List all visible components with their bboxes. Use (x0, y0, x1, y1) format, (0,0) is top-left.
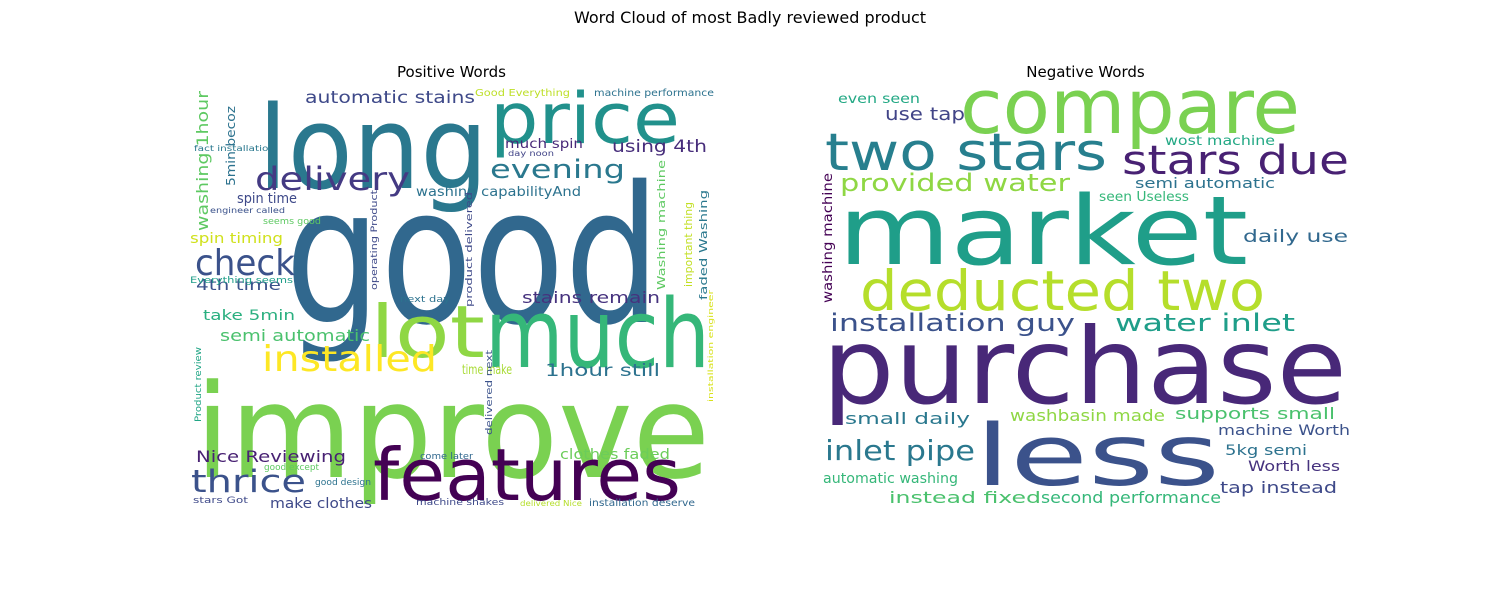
positive-word-delivered-nice: delivered Nice (520, 499, 582, 508)
positive-word-long: long (258, 82, 488, 216)
negative-word-deducted-two: deducted two (860, 259, 1265, 323)
negative-word-seen-useless: seen Useless (1099, 190, 1189, 205)
negative-word-compare: compare (960, 62, 1300, 151)
positive-word-fact-installation: fact installation (194, 144, 275, 153)
positive-word-clothes-faded: clothes faded (560, 447, 670, 463)
negative-word-use-tap: use tap (885, 104, 965, 125)
negative-word-even-seen: even seen (838, 92, 920, 107)
negative-word-second-performance: second performance (1041, 488, 1221, 507)
positive-word-make-clothes: make clothes (270, 496, 372, 512)
positive-word-machine-performance: machine performance (594, 88, 714, 99)
positive-word-4th-time: 4th time (196, 276, 281, 294)
negative-word-tap-instead: tap instead (1220, 478, 1337, 497)
positive-word-improve: improve (195, 356, 710, 508)
positive-word-good-except: good except (264, 463, 319, 473)
positive-word-spin-timing: spin timing (190, 231, 283, 247)
positive-word-next-day: next day (400, 295, 451, 305)
positive-word-seems-good: seems good (263, 217, 321, 227)
positive-word-stars-got: stars Got (193, 496, 249, 506)
negative-word-machine-worth: machine Worth (1218, 423, 1350, 439)
negative-word-washbasin-made: washbasin made (1010, 406, 1165, 425)
positive-word-faded-washing: faded Washing (697, 190, 710, 300)
positive-word-product-review: Product review (194, 347, 204, 422)
positive-word-washing-1hour: washing 1hour (193, 91, 212, 231)
positive-word-5min-becoz: 5min becoz (224, 106, 238, 186)
figure-title: Word Cloud of most Badly reviewed produc… (573, 8, 927, 27)
positive-word-cloud: goodimprovelongmuchpricefeatureslotinsta… (190, 78, 715, 517)
positive-word-good-design: good design (315, 478, 371, 488)
positive-word-time-make: time make (462, 363, 512, 378)
positive-word-product-delivered: product delivered (465, 192, 475, 307)
positive-word-washing-capabilityand: washing capabilityAnd (416, 185, 581, 200)
positive-word-evening: evening (490, 155, 625, 185)
positive-word-price: price (490, 78, 680, 160)
positive-word-features: features (373, 433, 681, 517)
positive-word-machine-shakes: machine shakes (416, 498, 504, 508)
negative-word-stars-due: stars due (1122, 138, 1349, 184)
negative-word-supports-small: supports small (1175, 404, 1335, 423)
negative-word-semi-automatic: semi automatic (1135, 176, 1275, 192)
negative-word-water-inlet: water inlet (1115, 309, 1295, 337)
positive-word-nice-reviewing: Nice Reviewing (196, 447, 346, 466)
positive-word-much-spin: much spin (505, 137, 583, 152)
negative-word-market: market (838, 177, 1248, 287)
negative-word-washing-machine: washing machine (821, 173, 836, 303)
positive-word-good-everything: Good Everything (475, 88, 570, 99)
positive-word-delivery: delivery (255, 160, 410, 198)
positive-word-washing-machine: Washing machine (655, 160, 668, 290)
positive-word-installation-deserve: installation deserve (589, 498, 695, 509)
positive-word-stains-remain: stains remain (522, 288, 660, 307)
positive-word-important-thing: important thing (682, 202, 695, 287)
positive-word-operating-product: operating Product (370, 189, 380, 290)
positive-panel-title: Positive Words (397, 63, 506, 81)
positive-word-automatic-stains: automatic stains (305, 88, 475, 108)
positive-word-come-later: come later (420, 452, 473, 462)
negative-word-provided-water: provided water (840, 169, 1070, 197)
negative-word-two-stars: two stars (825, 123, 1107, 183)
negative-word-automatic-washing: automatic washing (823, 471, 958, 487)
negative-word-inlet-pipe: inlet pipe (825, 434, 975, 467)
negative-word-worth-less: Worth less (1248, 459, 1340, 475)
negative-word-less: less (975, 407, 1220, 506)
negative-word-wost-machine: wost machine (1165, 134, 1275, 149)
positive-word-using-4th: using 4th (612, 137, 707, 157)
negative-word-5kg-semi: 5kg semi (1225, 443, 1307, 459)
positive-word-day-noon: day noon (508, 149, 554, 158)
positive-word-good: good (285, 146, 660, 367)
negative-panel-title: Negative Words (1026, 63, 1145, 81)
positive-word-everything-seems: Everything seems (190, 276, 293, 286)
positive-word-engineer-called: engineer called (210, 206, 285, 215)
positive-word-lot: lot (370, 290, 485, 374)
negative-word-installation-guy: installation guy (830, 309, 1075, 337)
positive-word-take-5min: take 5min (203, 308, 295, 324)
positive-word-installed: installed (262, 339, 437, 380)
negative-word-instead-fixed: instead fixed (889, 488, 1041, 507)
positive-word-1hour-still: 1hour still (545, 361, 660, 381)
positive-word-thrice: thrice (191, 464, 306, 500)
negative-word-purchase: purchase (822, 306, 1347, 428)
positive-word-much: much (485, 280, 710, 390)
negative-word-cloud: purchase market compare less deducted two two… (821, 62, 1350, 507)
negative-word-daily-use: daily use (1243, 227, 1348, 247)
positive-word-check: check (195, 243, 295, 284)
positive-word-installation-engineer: installation engineer (707, 290, 715, 402)
positive-word-semi-automatic: semi automatic (220, 326, 370, 345)
negative-word-small-daily: small daily (845, 409, 970, 428)
positive-word-delivered-next: delivered next (485, 349, 495, 435)
positive-word-spin-time: spin time (237, 191, 297, 207)
